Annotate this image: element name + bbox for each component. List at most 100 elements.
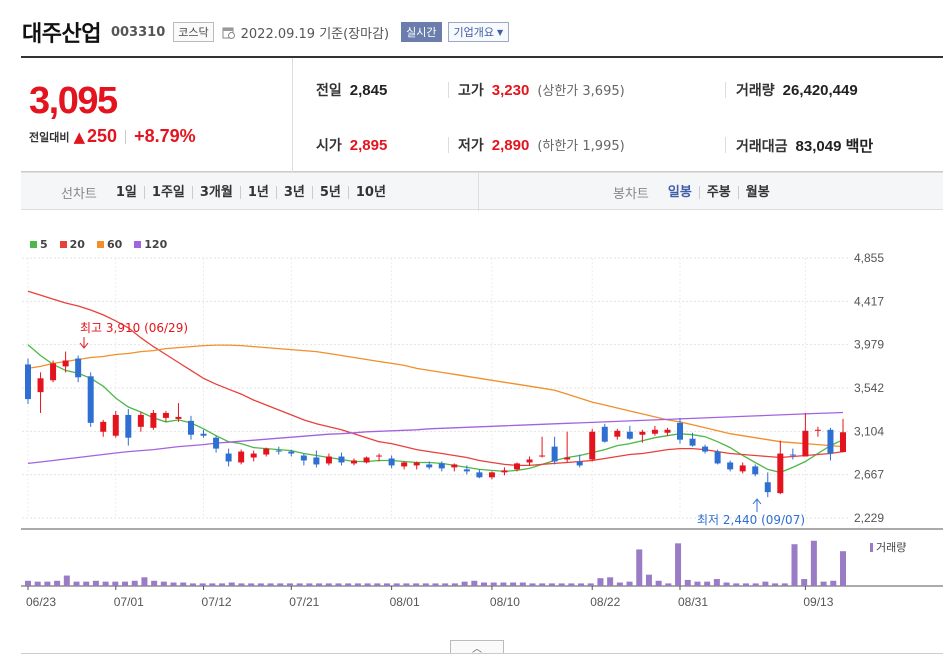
period-button[interactable]: 일봉 <box>667 184 692 200</box>
volume-bar <box>500 582 507 586</box>
volume-bar <box>665 583 672 586</box>
candle-body <box>664 429 671 433</box>
period-button[interactable]: 월봉 <box>737 185 777 199</box>
volume-bar <box>471 580 478 586</box>
volume-bar <box>840 551 846 586</box>
volume-bar <box>772 583 779 586</box>
candle-body <box>639 431 646 435</box>
volume-item: 거래량 26,420,449 <box>736 80 858 100</box>
candle-body <box>576 461 583 466</box>
volume-bar <box>403 583 410 586</box>
company-overview-button[interactable]: 기업개요 ▼ <box>447 22 510 42</box>
volume-bar <box>345 583 352 586</box>
candle-body <box>526 459 533 463</box>
volume-bar <box>481 582 488 586</box>
volume-bar <box>752 583 759 586</box>
volume-bar <box>733 583 740 586</box>
chevron-up-icon: ︿ <box>472 644 482 655</box>
volume-bar <box>461 581 468 586</box>
volume-bar <box>248 583 255 586</box>
chevron-down-icon: ▼ <box>497 27 504 37</box>
candle-body <box>539 455 546 457</box>
ma-60-line <box>27 344 844 448</box>
divider <box>725 82 726 98</box>
candle-body <box>413 462 420 466</box>
candle-body <box>351 460 357 464</box>
volume-bar <box>830 580 837 586</box>
legend-label: 60 <box>106 238 123 251</box>
volume-value: 26,420,449 <box>782 82 858 99</box>
divider <box>725 137 726 153</box>
change-percent: +8.79% <box>134 126 196 146</box>
candle-body <box>238 451 245 463</box>
stock-chart[interactable]: 4,855 4,417 3,979 3,542 3,104 2,667 2,229 06/23… <box>0 250 943 635</box>
high-label: 고가 <box>458 83 484 99</box>
high-value: 3,230 <box>491 82 530 99</box>
period-button[interactable]: 5년 <box>311 185 348 199</box>
amount-label: 거래대금 <box>736 139 788 155</box>
period-button[interactable]: 3개월 <box>191 185 240 199</box>
x-tick-label: 07/01 <box>114 595 144 609</box>
legend-swatch <box>96 241 104 248</box>
line-chart-label: 선차트 <box>61 186 97 202</box>
candle-body <box>814 429 821 431</box>
x-tick-label: 06/23 <box>26 595 56 609</box>
prev-close-value: 2,845 <box>349 82 388 99</box>
candle-body <box>300 455 307 461</box>
candle-body <box>401 462 408 467</box>
volume-bar <box>568 583 575 586</box>
volume-bar <box>151 580 158 586</box>
volume-bar <box>422 583 429 586</box>
legend-label: 5 <box>40 238 48 251</box>
candle-body <box>162 412 169 418</box>
y-tick-label: 4,417 <box>854 294 884 308</box>
candle-body <box>137 414 144 427</box>
candle-body <box>200 433 207 436</box>
candle-body <box>125 414 132 438</box>
volume-bar <box>645 574 652 586</box>
volume-bar <box>723 582 730 586</box>
candle-body <box>488 472 495 478</box>
high-item: 고가 3,230 (상한가 3,695) <box>458 80 625 100</box>
candle-body <box>263 448 270 455</box>
volume-bar <box>762 581 769 586</box>
candle-body <box>188 420 194 435</box>
period-button[interactable]: 1년 <box>239 185 276 199</box>
volume-bar <box>257 583 264 586</box>
volume-bar <box>510 582 517 586</box>
candle-body <box>714 451 721 464</box>
realtime-button[interactable]: 실시간 <box>401 22 442 42</box>
candle-body <box>689 438 696 446</box>
period-button[interactable]: 1일 <box>115 184 137 200</box>
volume-bar <box>34 581 41 586</box>
period-button[interactable]: 1주일 <box>143 185 192 199</box>
period-button[interactable]: 10년 <box>347 185 393 199</box>
volume-bar <box>189 583 196 586</box>
expand-chart-button[interactable]: ︿ <box>450 640 504 655</box>
volume-bar <box>131 580 138 586</box>
volume-bar <box>636 549 643 586</box>
period-button[interactable]: 주봉 <box>698 185 738 199</box>
candle-body <box>100 421 107 432</box>
volume-bar <box>587 583 594 586</box>
volume-bar <box>626 581 633 586</box>
volume-bar <box>228 582 235 586</box>
y-tick-label: 4,855 <box>854 251 884 265</box>
candle-body <box>250 453 257 458</box>
candle-body <box>777 453 784 494</box>
volume-bar <box>209 583 216 586</box>
volume-bar <box>742 583 749 586</box>
period-button[interactable]: 3년 <box>275 185 312 199</box>
volume-bar <box>219 583 226 586</box>
legend-label: 20 <box>69 238 85 251</box>
chart-period-bar: 선차트 1일 1주일 3개월 1년 3년 5년 10년 봉차트 일봉 주봉 월봉 <box>21 172 943 211</box>
volume-bar <box>713 579 720 586</box>
candle-body <box>363 457 370 463</box>
volume-bar <box>199 583 206 586</box>
lower-limit: (하한가 1,995) <box>537 139 625 154</box>
high-annotation: 최고 3,910 (06/29) <box>80 321 188 335</box>
candle-body <box>551 446 558 462</box>
open-value: 2,895 <box>349 137 388 154</box>
volume-bar <box>801 579 808 586</box>
volume-bar <box>694 581 701 586</box>
